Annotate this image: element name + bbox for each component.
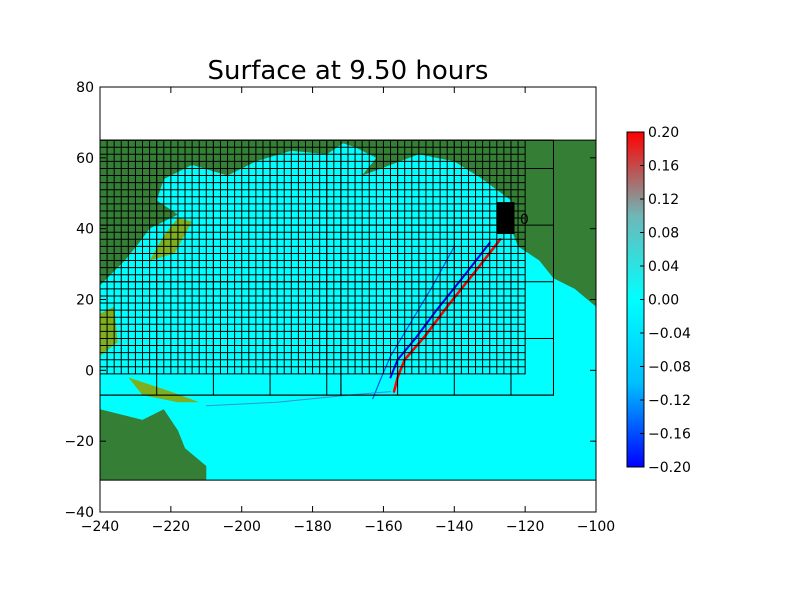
x-tick-label: −220 [152,519,190,535]
wave-scatter [205,391,392,407]
colorbar-tick-label: 0.08 [648,226,679,242]
x-axis: −240 −220 −200 −180 −160 −140 −120 −100 [81,87,615,535]
grid-level-3 [100,139,526,375]
x-tick-label: −140 [435,519,473,535]
colorbar-tick-label: 0.00 [648,293,679,309]
colorbar-tick-label: 0.20 [648,125,679,141]
land-north-america [333,140,596,307]
x-tick-label: −180 [293,519,331,535]
colorbar-tick-label: −0.04 [648,326,691,342]
chart-title: Surface at 9.50 hours [208,56,489,86]
colorbar-tick-label: −0.12 [648,393,691,409]
colorbar-tick-label: −0.20 [648,460,691,476]
y-tick-label: 60 [76,151,94,167]
y-tick-label: 40 [76,222,94,238]
x-tick-label: −160 [364,519,402,535]
gauge-box [496,202,515,234]
colorbar-ticks: −0.20 −0.16 −0.12 −0.08 −0.04 0.00 0.04 0.08 0.1… [640,125,691,476]
y-tick-label: −40 [64,505,94,521]
colorbar-tick-label: 0.12 [648,192,679,208]
x-tick-label: −200 [222,519,260,535]
x-tick-label: −100 [577,519,615,535]
x-tick-label: −120 [506,519,544,535]
land-australia [100,409,207,481]
land-masses [100,140,596,481]
colorbar-tick-label: −0.08 [648,360,691,376]
gauge-label: 0 [520,212,529,228]
y-tick-label: 80 [76,80,94,96]
colorbar-tick-label: 0.04 [648,259,679,275]
colorbar-tick-label: 0.16 [648,159,679,175]
plot-area: 0 [100,139,596,481]
land-new-guinea [128,377,200,403]
y-tick-label: 20 [76,293,94,309]
y-axis: −40 −20 0 20 40 60 80 [64,80,596,521]
colorbar-tick-label: −0.16 [648,427,691,443]
gauge-marker: 0 [496,202,529,234]
amr-grid-patches [100,139,596,481]
y-tick-label: 0 [85,363,94,379]
land-asia [100,140,348,286]
y-tick-label: −20 [64,434,94,450]
x-tick-label: −240 [81,519,119,535]
